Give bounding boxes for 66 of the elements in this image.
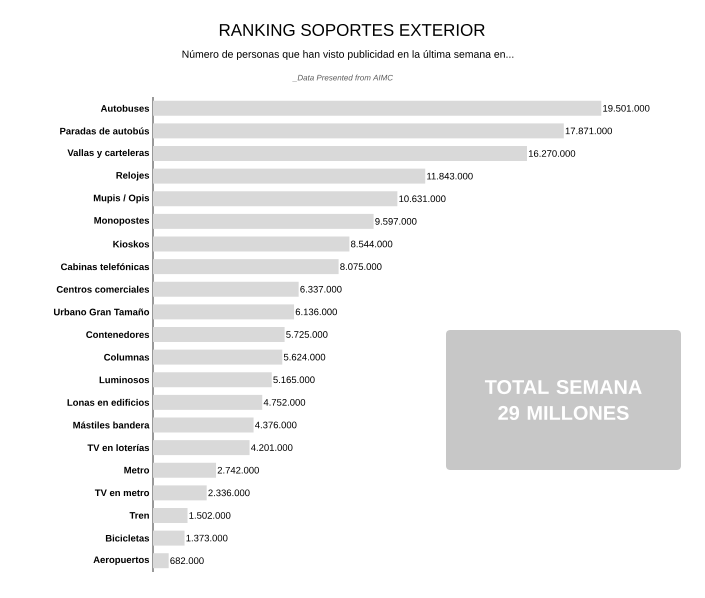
bar [153,417,254,432]
y-tick-label: Contenedores [86,331,150,338]
bar [153,553,169,568]
y-tick-label: Luminosos [100,376,150,384]
data-label: 16.270.000 [528,150,576,157]
bar [153,259,339,274]
bar [153,485,207,500]
y-tick-label: Aeropuertos [93,556,150,565]
annotation: TOTAL SEMANA 29 MILLONES [484,380,642,420]
data-label: 9.597.000 [375,218,417,225]
bar [153,530,185,546]
y-tick-label: Cabinas telefónicas [60,263,150,270]
data-label: 8.544.000 [351,240,392,248]
data-label: 5.624.000 [284,354,326,360]
y-tick-label: Autobuses [100,104,150,112]
bar [153,123,564,138]
data-label: 6.337.000 [300,286,342,293]
bar [153,327,285,342]
data-label: 19.501.000 [603,104,650,112]
y-tick-label: Lonas en edificios [68,398,150,406]
data-label: 6.136.000 [296,308,337,316]
y-tick-label: Centros comerciales [56,286,150,293]
y-tick-label: Monopostes [94,217,150,226]
bar [153,236,350,252]
bar [153,100,602,116]
chart-title: RANKING SOPORTES EXTERIOR [220,24,485,36]
y-tick-label: Mástiles bandera [73,421,150,428]
bar [153,508,188,523]
bar [153,168,426,184]
y-tick-label: Mupis / Opis [94,194,150,204]
y-tick-label: Columnas [104,354,150,361]
data-label: 11.843.000 [427,172,473,180]
y-tick-label: Kioskos [113,240,150,248]
bar [153,146,528,162]
y-tick-label: Relojes [116,172,150,181]
chart-subtitle: Número de personas que han visto publicidad en la última semana en... [182,50,514,60]
bar [153,462,216,478]
data-label: 2.742.000 [218,466,259,474]
bar [153,440,250,456]
y-tick-label: Paradas de autobús [60,127,150,134]
y-tick-label: TV en loterías [88,444,150,452]
y-tick-label: Urbano Gran Tamaño [54,308,150,316]
data-label: 1.373.000 [186,534,228,542]
data-label: 682.000 [170,557,204,564]
data-label: 4.201.000 [250,444,292,451]
data-label: 4.752.000 [264,399,306,406]
data-label: 5.165.000 [273,376,315,384]
data-label: 8.075.000 [340,263,382,270]
data-label: 1.502.000 [189,512,230,519]
bar [153,394,262,410]
y-tick-label: Metro [124,466,150,474]
bar [153,304,294,320]
bar [153,191,398,206]
bar [153,282,299,297]
data-label: 4.376.000 [255,422,297,428]
y-tick-label: Tren [130,512,149,519]
y-tick-label: TV en metro [94,490,150,496]
data-label: 10.631.000 [399,195,446,202]
bar [153,372,272,388]
data-label: 17.871.000 [566,128,612,134]
bar [153,350,282,365]
y-tick-label: Vallas y carteleras [67,149,150,158]
y-tick-label: Bicicletas [106,534,150,542]
data-label: 2.336.000 [208,489,250,496]
data-label: 5.725.000 [286,331,328,338]
bar [153,214,374,229]
